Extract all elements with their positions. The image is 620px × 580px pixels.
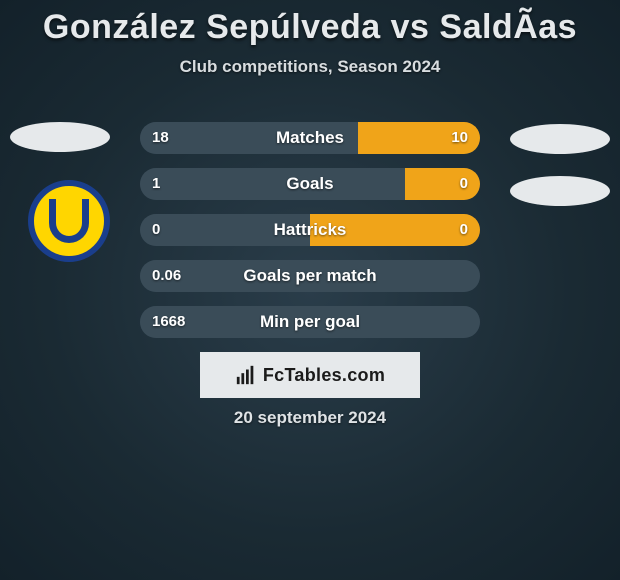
club-badge-letter (49, 199, 89, 243)
comparison-card: González Sepúlveda vs SaldÃas Club compe… (0, 0, 620, 580)
stat-row: Goals per match0.06 (140, 260, 480, 292)
stat-label: Goals per match (140, 260, 480, 292)
stat-row: Min per goal1668 (140, 306, 480, 338)
stat-label: Min per goal (140, 306, 480, 338)
stat-left-value: 18 (152, 122, 169, 154)
subtitle: Club competitions, Season 2024 (0, 57, 620, 77)
stat-label: Goals (140, 168, 480, 200)
brand-text: FcTables.com (263, 365, 385, 386)
stat-left-value: 1 (152, 168, 160, 200)
stat-left-value: 0.06 (152, 260, 181, 292)
brand-box[interactable]: FcTables.com (200, 352, 420, 398)
stat-left-value: 0 (152, 214, 160, 246)
stat-bars-container: Matches1810Goals10Hattricks00Goals per m… (140, 122, 480, 352)
stat-label: Hattricks (140, 214, 480, 246)
stat-label: Matches (140, 122, 480, 154)
stat-right-value: 10 (451, 122, 468, 154)
stat-left-value: 1668 (152, 306, 185, 338)
player-right-silhouette-1 (510, 124, 610, 154)
player-left-silhouette (10, 122, 110, 152)
bar-chart-icon (235, 364, 257, 386)
stat-right-value: 0 (460, 168, 468, 200)
stat-row: Goals1 0 (140, 168, 480, 200)
stat-row: Hattricks0 0 (140, 214, 480, 246)
stat-right-value: 0 (460, 214, 468, 246)
date-text: 20 september 2024 (0, 408, 620, 428)
player-right-silhouette-2 (510, 176, 610, 206)
stat-row: Matches18 10 (140, 122, 480, 154)
club-badge (28, 180, 110, 262)
page-title: González Sepúlveda vs SaldÃas (0, 0, 620, 47)
